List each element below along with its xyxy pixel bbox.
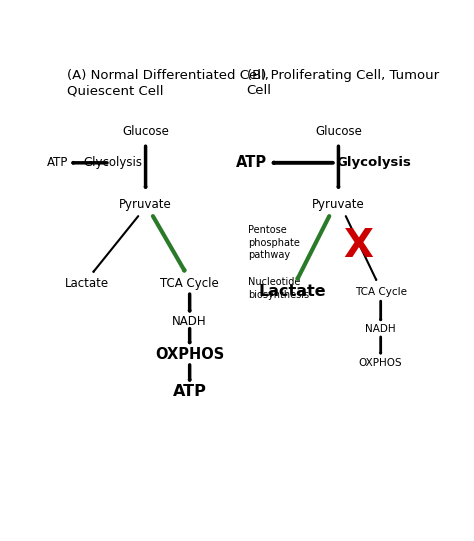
Text: Glycolysis: Glycolysis [83, 156, 142, 169]
Text: ATP: ATP [236, 155, 267, 170]
Text: ATP: ATP [47, 156, 68, 169]
Text: X: X [344, 227, 374, 265]
Text: NADH: NADH [173, 315, 207, 328]
Text: (B) Proliferating Cell, Tumour
Cell: (B) Proliferating Cell, Tumour Cell [246, 69, 439, 97]
Text: OXPHOS: OXPHOS [155, 347, 224, 362]
Text: TCA Cycle: TCA Cycle [355, 287, 407, 297]
Text: OXPHOS: OXPHOS [359, 358, 402, 368]
Text: Glycolysis: Glycolysis [337, 156, 411, 169]
Text: Glucose: Glucose [122, 125, 169, 138]
Text: Nucleotide
biosynthesis: Nucleotide biosynthesis [248, 278, 310, 300]
Text: ATP: ATP [173, 385, 207, 399]
Text: Pentose
phosphate
pathway: Pentose phosphate pathway [248, 225, 301, 260]
Text: Lactate: Lactate [65, 277, 109, 290]
Text: NADH: NADH [365, 325, 396, 334]
Text: TCA Cycle: TCA Cycle [160, 277, 219, 290]
Text: Pyruvate: Pyruvate [312, 198, 365, 211]
Text: Pyruvate: Pyruvate [119, 198, 172, 211]
Text: Glucose: Glucose [315, 125, 362, 138]
Text: Lactate: Lactate [259, 285, 326, 300]
Text: (A) Normal Differentiated Cell,
Quiescent Cell: (A) Normal Differentiated Cell, Quiescen… [66, 69, 268, 97]
